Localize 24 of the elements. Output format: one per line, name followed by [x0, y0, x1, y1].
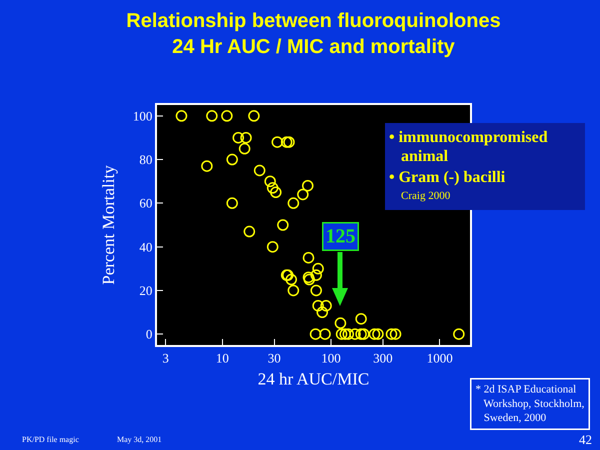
y-tick-label: 20 — [139, 283, 152, 298]
annotation: • immunocompromised animal — [389, 128, 549, 166]
text: PK/PD file magic — [22, 435, 80, 444]
x-tick-label: 1000 — [426, 350, 453, 366]
annotation: 125 — [326, 226, 356, 248]
y-tick-label: 0 — [146, 326, 152, 342]
chart-title: Relationship between fluoroquinolones 24 Hr AUC / MIC and mortality — [126, 10, 501, 58]
y-axis-title: Percent Mortality — [98, 164, 118, 285]
x-axis-title: 24 hr AUC/MIC — [258, 370, 370, 388]
x-tick-label: 300 — [373, 350, 393, 366]
x-tick-label: 10 — [216, 350, 229, 366]
y-tick-label: 80 — [139, 152, 152, 168]
x-tick-label: 3 — [162, 350, 169, 366]
y-tick-label: 100 — [132, 108, 152, 124]
x-tick-label: 100 — [321, 350, 341, 366]
x-tick-label: 30 — [268, 350, 281, 366]
y-tick-label: 40 — [139, 239, 152, 254]
y-tick-label: 60 — [139, 196, 152, 211]
text-panel: • immunocompromised animal • Gram (-) bacilli Craig 2000 — [385, 123, 585, 210]
annotation: Craig 2000 — [401, 190, 452, 203]
text: * 2d ISAP Educational Workshop, Stockholm, Sweden, 2000 — [476, 384, 585, 424]
text: May 3d, 2001 — [117, 435, 162, 444]
text: 42 — [579, 432, 592, 447]
annotation: • Gram (-) bacilli — [389, 168, 506, 188]
